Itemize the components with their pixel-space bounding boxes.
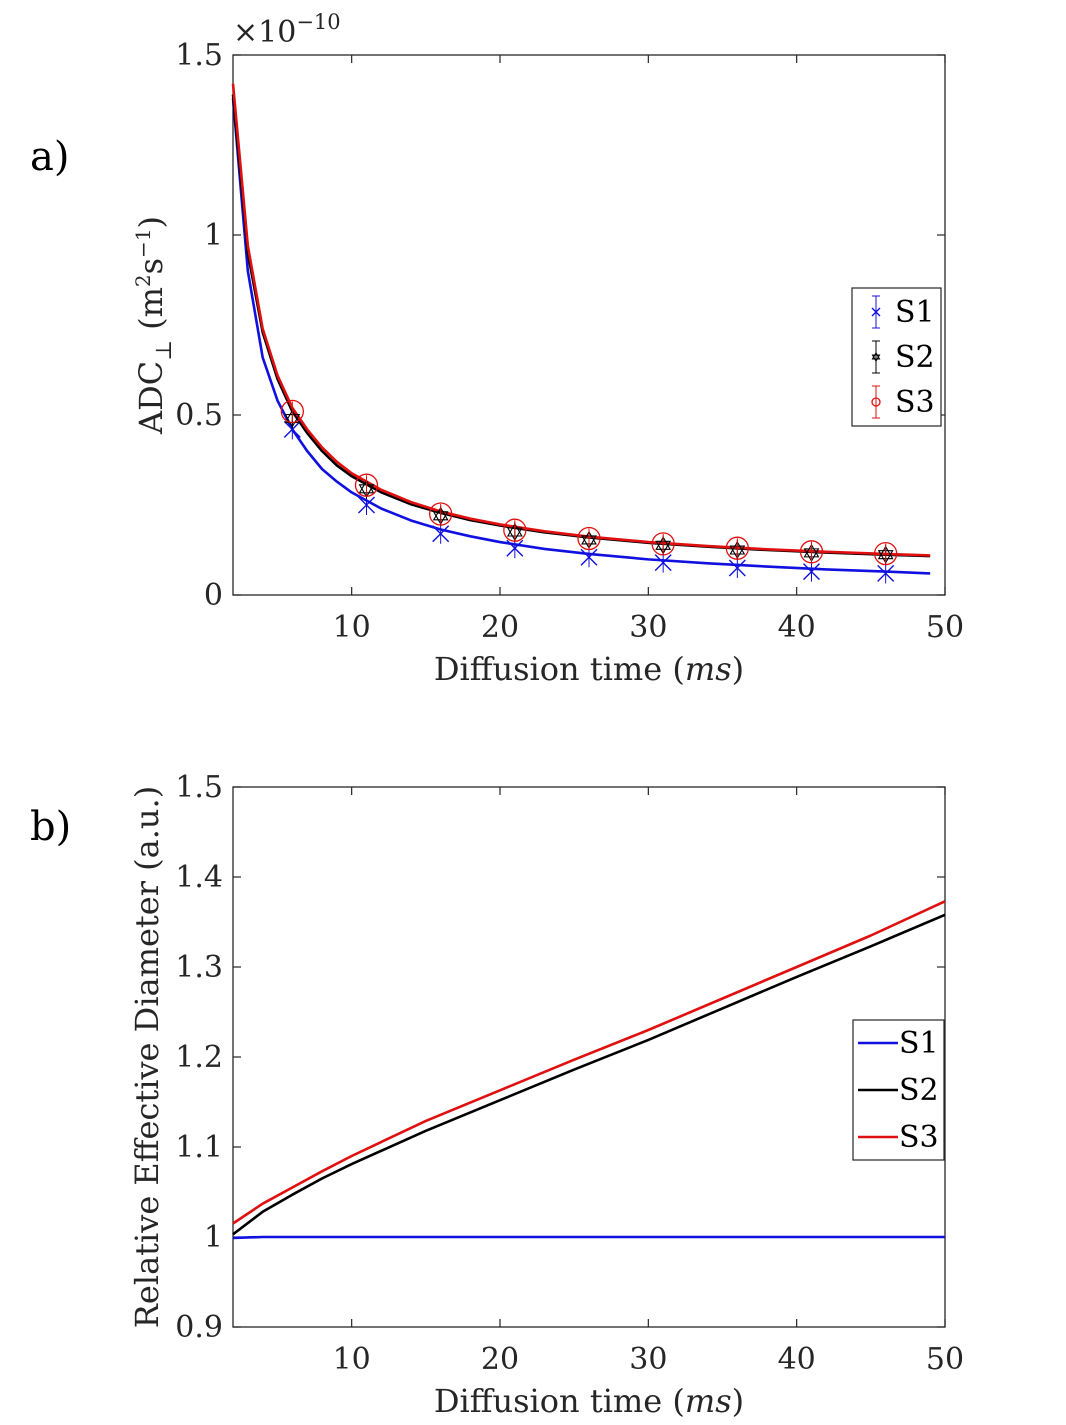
x-axis-label-a: Diffusion time (ms) bbox=[434, 650, 744, 688]
y-tick-label: 1.5 bbox=[175, 38, 223, 73]
y-tick-label: 1.3 bbox=[175, 950, 223, 985]
data-point-marker bbox=[877, 564, 895, 582]
legend-label: S3 bbox=[899, 1120, 939, 1155]
data-point-marker bbox=[577, 526, 601, 551]
chart-a: a) 10 20 30 40 50 0 0.5 1 1.5 ×10−10 Diffusion … bbox=[30, 10, 964, 688]
chart-b: b) 10 20 30 40 50 0.9 1 1.1 1.2 1.3 1.4 1.5 Diffus… bbox=[30, 770, 964, 1420]
fit-line-s1 bbox=[231, 98, 931, 575]
y-ticks-a: 0 0.5 1 1.5 bbox=[175, 38, 945, 613]
data-point-marker bbox=[725, 536, 749, 560]
panel-label-a: a) bbox=[30, 134, 69, 180]
data-point-marker bbox=[580, 548, 598, 566]
series-group-a bbox=[231, 83, 931, 584]
legend-label: S3 bbox=[895, 385, 935, 420]
data-point-marker bbox=[429, 502, 453, 526]
y-tick-label: 1 bbox=[204, 1220, 223, 1255]
y-tick-label: 0.9 bbox=[175, 1310, 223, 1345]
x-tick-label: 40 bbox=[778, 610, 816, 645]
series-line-s3 bbox=[232, 900, 946, 1225]
panel-label-b: b) bbox=[30, 804, 71, 850]
x-tick-label: 20 bbox=[481, 610, 519, 645]
y-tick-label: 1.4 bbox=[175, 860, 223, 895]
x-tick-label: 10 bbox=[333, 1342, 371, 1377]
y-tick-label: 1.2 bbox=[175, 1040, 223, 1075]
data-point-marker bbox=[874, 541, 898, 566]
legend-label: S2 bbox=[895, 340, 935, 375]
legend-box-a bbox=[851, 287, 942, 427]
data-point-marker bbox=[728, 559, 746, 577]
data-point-marker bbox=[506, 539, 524, 557]
y-tick-label: 0.5 bbox=[175, 398, 223, 433]
series-group-b bbox=[232, 900, 946, 1240]
x-tick-label: 30 bbox=[629, 1342, 667, 1377]
x-tick-label: 20 bbox=[481, 1342, 519, 1377]
exponent-label-a: ×10−10 bbox=[233, 10, 341, 50]
data-point-marker bbox=[358, 496, 375, 514]
x-tick-label: 40 bbox=[778, 1342, 816, 1377]
fit-line-s3 bbox=[231, 83, 931, 557]
legend-a: S1 S2 S3 bbox=[851, 287, 942, 427]
data-point-marker bbox=[871, 351, 881, 363]
fit-line-s2 bbox=[231, 94, 931, 558]
data-point-marker bbox=[280, 399, 304, 424]
x-tick-label: 30 bbox=[629, 610, 667, 645]
plot-area-b bbox=[232, 786, 946, 1328]
x-tick-label: 50 bbox=[926, 610, 964, 645]
series-line-s2 bbox=[232, 913, 946, 1236]
series-line-s1 bbox=[232, 1235, 945, 1240]
legend-b: S1 S2 S3 bbox=[852, 1019, 945, 1161]
legend-label: S1 bbox=[895, 295, 935, 330]
y-axis-label-a: ADC⊥ (m2s−1) bbox=[131, 216, 177, 435]
data-point-marker bbox=[803, 563, 820, 581]
plot-area-a bbox=[232, 54, 946, 596]
x-tick-label: 10 bbox=[333, 610, 371, 645]
data-point-marker bbox=[799, 540, 824, 564]
y-ticks-b: 0.9 1 1.1 1.2 1.3 1.4 1.5 bbox=[175, 770, 945, 1345]
y-axis-label-b: Relative Effective Diameter (a.u.) bbox=[128, 786, 166, 1328]
y-tick-label: 1.5 bbox=[175, 770, 223, 805]
legend-label: S1 bbox=[899, 1026, 939, 1061]
x-tick-label: 50 bbox=[926, 1342, 964, 1377]
data-point-marker bbox=[651, 532, 675, 556]
data-point-marker bbox=[283, 420, 301, 438]
data-point-marker bbox=[871, 307, 881, 317]
data-point-marker bbox=[871, 397, 881, 407]
data-point-marker bbox=[503, 518, 527, 542]
x-ticks-a: 10 20 30 40 50 bbox=[333, 55, 964, 645]
data-point-marker bbox=[432, 525, 450, 543]
y-tick-label: 0 bbox=[204, 578, 223, 613]
y-tick-label: 1.1 bbox=[175, 1130, 223, 1165]
data-point-marker bbox=[654, 554, 672, 572]
x-axis-label-b: Diffusion time (ms) bbox=[434, 1382, 744, 1420]
x-ticks-b: 10 20 30 40 50 bbox=[333, 787, 964, 1377]
data-point-marker bbox=[354, 473, 379, 497]
legend-label: S2 bbox=[899, 1073, 939, 1108]
y-tick-label: 1 bbox=[204, 218, 223, 253]
